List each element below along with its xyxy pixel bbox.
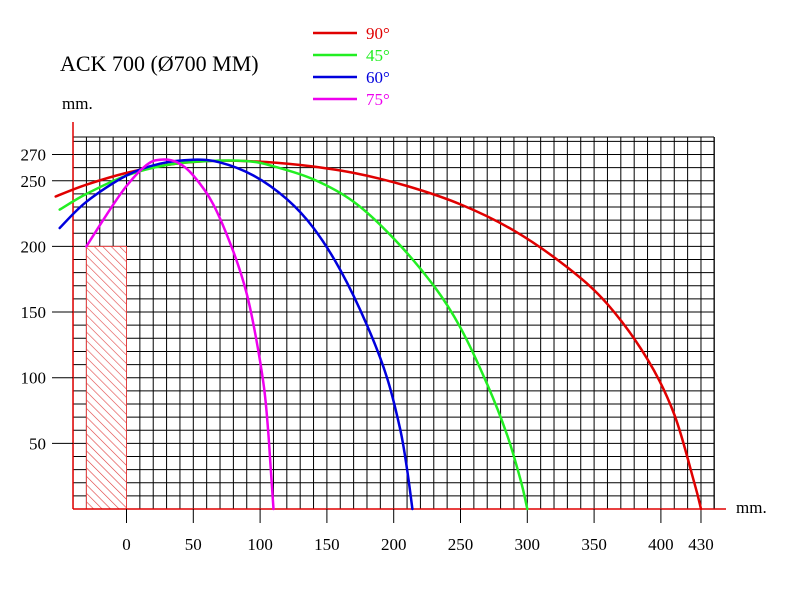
grid bbox=[72, 136, 715, 510]
series-group bbox=[54, 158, 703, 511]
blocked-region-hatch bbox=[86, 246, 127, 509]
y-tick-label: 100 bbox=[21, 369, 47, 388]
y-axis-label: mm. bbox=[62, 94, 93, 113]
x-tick-label: 50 bbox=[185, 535, 202, 554]
x-tick-label: 100 bbox=[247, 535, 273, 554]
y-tick-label: 50 bbox=[29, 434, 46, 453]
chart-title: ACK 700 (Ø700 MM) bbox=[60, 51, 259, 76]
x-axis-label: mm. bbox=[736, 498, 767, 517]
series-line-60deg bbox=[58, 158, 414, 511]
x-tick-label: 430 bbox=[688, 535, 714, 554]
y-tick-label: 200 bbox=[21, 237, 47, 256]
legend-label: 90° bbox=[366, 24, 390, 43]
x-tick-label: 350 bbox=[581, 535, 607, 554]
x-tick-label: 400 bbox=[648, 535, 674, 554]
y-ticks: 50 100 150 200 250 270 bbox=[21, 145, 73, 453]
y-tick-label: 250 bbox=[21, 172, 47, 191]
x-ticks: 0 50 100 150 200 250 300 350 400 430 bbox=[122, 509, 714, 554]
legend-label: 75° bbox=[366, 90, 390, 109]
x-tick-label: 300 bbox=[515, 535, 541, 554]
legend-label: 45° bbox=[366, 46, 390, 65]
y-tick-label: 270 bbox=[21, 145, 47, 164]
x-tick-label: 0 bbox=[122, 535, 131, 554]
blocked-region bbox=[85, 245, 127, 510]
series-line-75deg bbox=[85, 158, 275, 511]
x-tick-label: 250 bbox=[448, 535, 474, 554]
axes bbox=[72, 122, 726, 510]
y-tick-label: 150 bbox=[21, 303, 47, 322]
x-tick-label: 150 bbox=[314, 535, 340, 554]
series-line-45deg bbox=[58, 159, 529, 511]
x-tick-label: 200 bbox=[381, 535, 407, 554]
legend: 90° 45° 60° 75° bbox=[313, 24, 390, 109]
legend-label: 60° bbox=[366, 68, 390, 87]
